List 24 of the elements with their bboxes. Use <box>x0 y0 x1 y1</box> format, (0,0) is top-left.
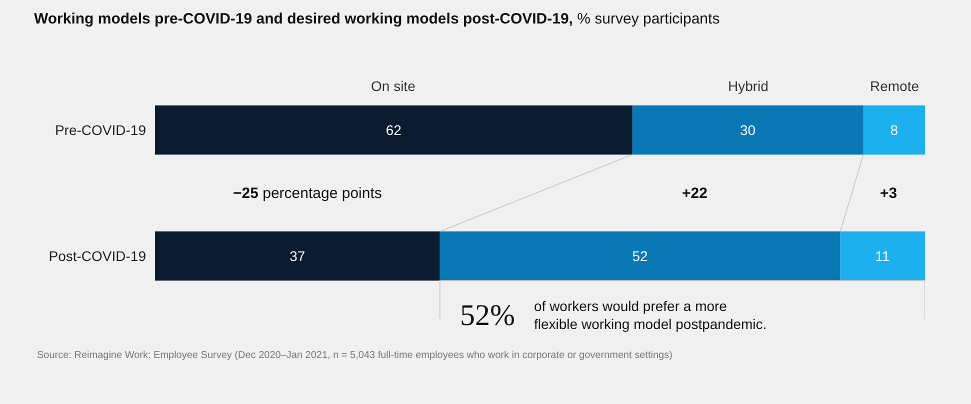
data-label: 37 <box>290 248 306 264</box>
data-label: 30 <box>740 122 756 138</box>
bar <box>840 231 925 281</box>
data-label: 8 <box>890 122 898 138</box>
bar <box>155 105 632 155</box>
source-note: Source: Reimagine Work: Employee Survey (Dec 2020–Jan 2021, n = 5,043 full-time employees who work in corporate or government settings) <box>37 350 672 361</box>
data-label: 62 <box>386 122 402 138</box>
series-label: Remote <box>870 78 920 94</box>
y-tick-label: Pre-COVID-19 <box>54 122 146 138</box>
y-tick-label: Post-COVID-19 <box>48 248 146 264</box>
chart-title: Working models pre-COVID-19 and desired working models post-COVID-19, <box>34 10 573 28</box>
bar <box>863 105 925 155</box>
annotation: +22 <box>682 185 708 202</box>
series-label: On site <box>371 78 416 94</box>
annotation: 52% of workers would prefer a more flexible working model postpandemic. <box>460 298 767 332</box>
annotation: −25 percentage points <box>233 185 382 202</box>
bar <box>440 231 840 281</box>
data-label: 11 <box>875 248 890 264</box>
chart-subtitle: % survey participants <box>577 10 720 28</box>
series-label: Hybrid <box>728 78 768 94</box>
bar <box>632 105 864 155</box>
annotation: +3 <box>880 185 898 202</box>
data-label: 52 <box>632 248 648 264</box>
bar <box>155 231 440 281</box>
